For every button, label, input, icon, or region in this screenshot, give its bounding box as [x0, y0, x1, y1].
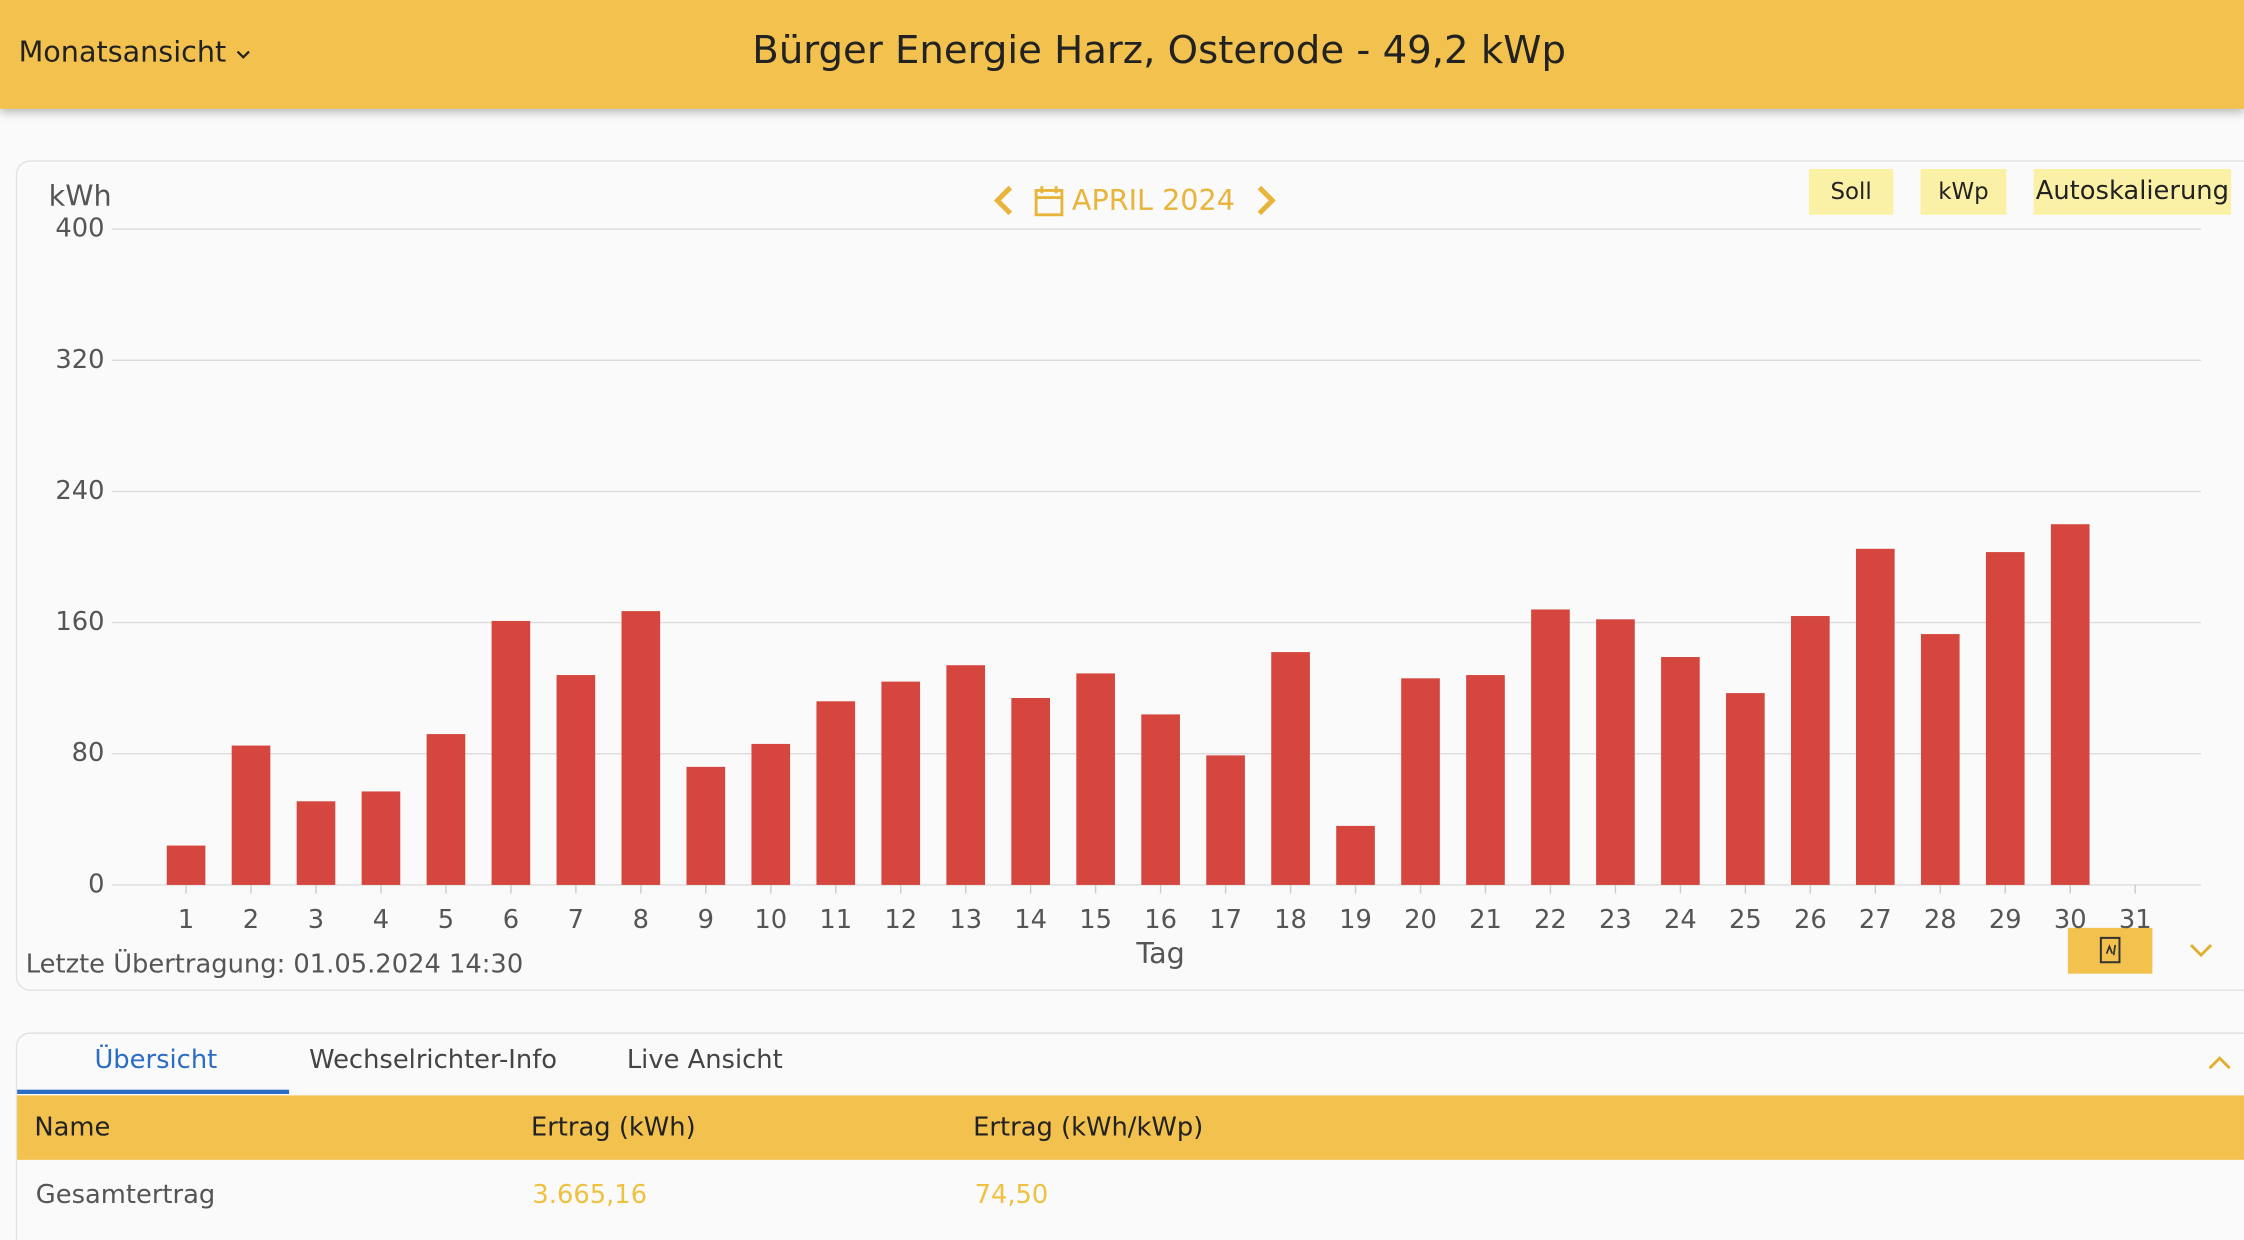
bar [946, 665, 986, 885]
x-tick-label: 8 [633, 905, 649, 935]
last-transfer: Letzte Übertragung: 01.05.2024 14:30 [26, 948, 523, 980]
x-tick-label: 2 [243, 905, 259, 935]
x-axis-label: Tag [1135, 936, 1184, 970]
x-tick-label: 17 [1209, 905, 1242, 935]
y-tick-label: 0 [88, 869, 104, 899]
chart: kWh Tag Letzte Übertragung: 01.05.2024 1… [26, 179, 2202, 980]
x-tick-label: 31 [2119, 905, 2152, 935]
x-tick-label: 16 [1144, 905, 1177, 935]
x-tick-label: 21 [1469, 905, 1502, 935]
bar [1726, 693, 1765, 885]
bar [1076, 673, 1115, 885]
y-tick-label: 160 [55, 607, 104, 637]
x-tick-label: 4 [373, 905, 389, 935]
bar [491, 620, 531, 885]
bar [1466, 675, 1505, 885]
x-tick-label: 19 [1339, 905, 1372, 935]
bar [556, 675, 596, 885]
bar [816, 701, 856, 885]
bar [1336, 825, 1375, 885]
x-tick-label: 25 [1729, 905, 1762, 935]
tab-indicator [17, 1089, 290, 1094]
bar [1855, 548, 1895, 885]
tab[interactable]: Live Ansicht [626, 1045, 783, 1076]
file-icon [2099, 936, 2121, 964]
x-tick-label: 29 [1989, 905, 2022, 935]
bar [751, 743, 791, 885]
header-bar [0, 0, 2244, 109]
bar [1141, 714, 1180, 885]
y-tick-label: 320 [55, 345, 104, 375]
y-axis-label: kWh [49, 179, 112, 213]
y-tick-label: 240 [55, 476, 104, 506]
button[interactable]: Soll [1808, 168, 1894, 215]
x-tick-label: 15 [1079, 905, 1112, 935]
tab[interactable]: Wechselrichter-Info [309, 1045, 558, 1076]
table-cell: 74,50 [974, 1179, 1049, 1210]
bar [1011, 698, 1050, 885]
button[interactable]: kWp [1920, 168, 2007, 215]
x-tick-label: 9 [698, 905, 714, 935]
bar [296, 801, 336, 885]
x-tick-label: 11 [819, 905, 852, 935]
column-header: Name [34, 1112, 111, 1143]
x-tick-label: 18 [1274, 905, 1307, 935]
x-tick-label: 22 [1534, 905, 1567, 935]
collapse-icon[interactable] [2205, 1052, 2234, 1072]
expand-icon[interactable] [2187, 939, 2216, 962]
bar [426, 734, 466, 885]
bar [1985, 552, 2025, 885]
x-tick-label: 7 [568, 905, 584, 935]
x-tick-label: 26 [1794, 905, 1827, 935]
bar [1661, 657, 1700, 885]
x-tick-label: 30 [2054, 905, 2087, 935]
x-tick-label: 10 [754, 905, 787, 935]
view-menu-label[interactable]: Monatsansicht [18, 34, 227, 69]
x-tick-label: 24 [1664, 905, 1697, 935]
x-tick-label: 23 [1599, 905, 1632, 935]
bar [881, 681, 921, 885]
bar [361, 791, 401, 885]
tab[interactable]: Übersicht [94, 1045, 218, 1076]
table-cell: Gesamtertrag [35, 1179, 216, 1210]
y-tick-label: 80 [72, 738, 105, 768]
bar [1531, 609, 1570, 885]
bar [1791, 616, 1830, 885]
page-title: Bürger Energie Harz, Osterode - 49,2 kWp [752, 28, 1567, 74]
x-tick-label: 3 [308, 905, 324, 935]
x-tick-label: 28 [1924, 905, 1957, 935]
column-header: Ertrag (kWh) [530, 1112, 696, 1143]
button[interactable]: Autoskalierung [2033, 168, 2232, 215]
x-tick-label: 12 [884, 905, 917, 935]
bar [621, 611, 661, 885]
x-tick-label: 6 [503, 905, 519, 935]
bar [231, 745, 271, 885]
x-tick-label: 13 [949, 905, 982, 935]
next-arrow[interactable] [1257, 185, 1276, 216]
x-tick-label: 1 [178, 905, 194, 935]
bar [166, 845, 206, 885]
export-button[interactable] [2067, 927, 2153, 974]
table-header [17, 1095, 2244, 1160]
bar [1596, 619, 1635, 885]
calendar-icon [1034, 186, 1064, 217]
view-menu[interactable]: Monatsansicht [18, 34, 253, 69]
bar [1920, 634, 1960, 885]
bar [686, 766, 726, 885]
bar [1206, 755, 1245, 885]
column-header: Ertrag (kWh/kWp) [973, 1112, 1204, 1143]
x-tick-label: 20 [1404, 905, 1437, 935]
bar [1401, 678, 1440, 885]
prev-arrow[interactable] [993, 185, 1013, 216]
y-tick-label: 400 [55, 214, 104, 244]
table-cell: 3.665,16 [532, 1179, 648, 1210]
bar [1271, 652, 1310, 885]
period-label[interactable]: APRIL 2024 [1072, 183, 1235, 217]
x-tick-label: 5 [438, 905, 454, 935]
chevron-icon [237, 50, 251, 59]
x-tick-label: 27 [1859, 905, 1892, 935]
bar [2050, 524, 2090, 885]
x-tick-label: 14 [1014, 905, 1047, 935]
